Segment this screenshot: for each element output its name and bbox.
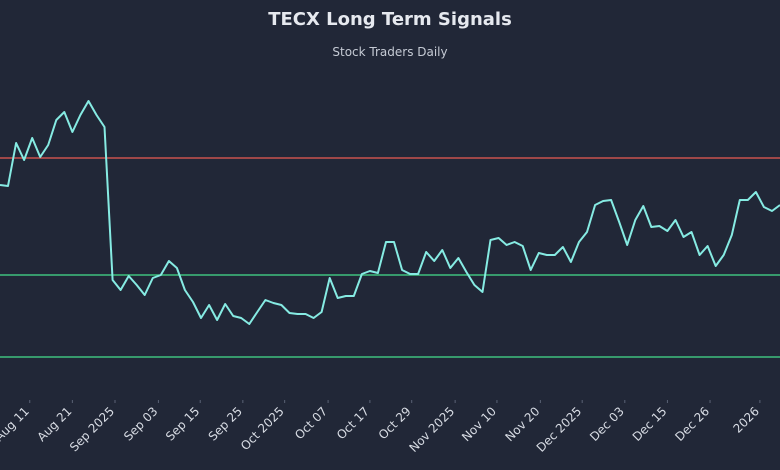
- chart-title: TECX Long Term Signals: [268, 9, 512, 30]
- price-line: [0, 100, 780, 325]
- chart-subtitle: Stock Traders Daily: [332, 45, 447, 59]
